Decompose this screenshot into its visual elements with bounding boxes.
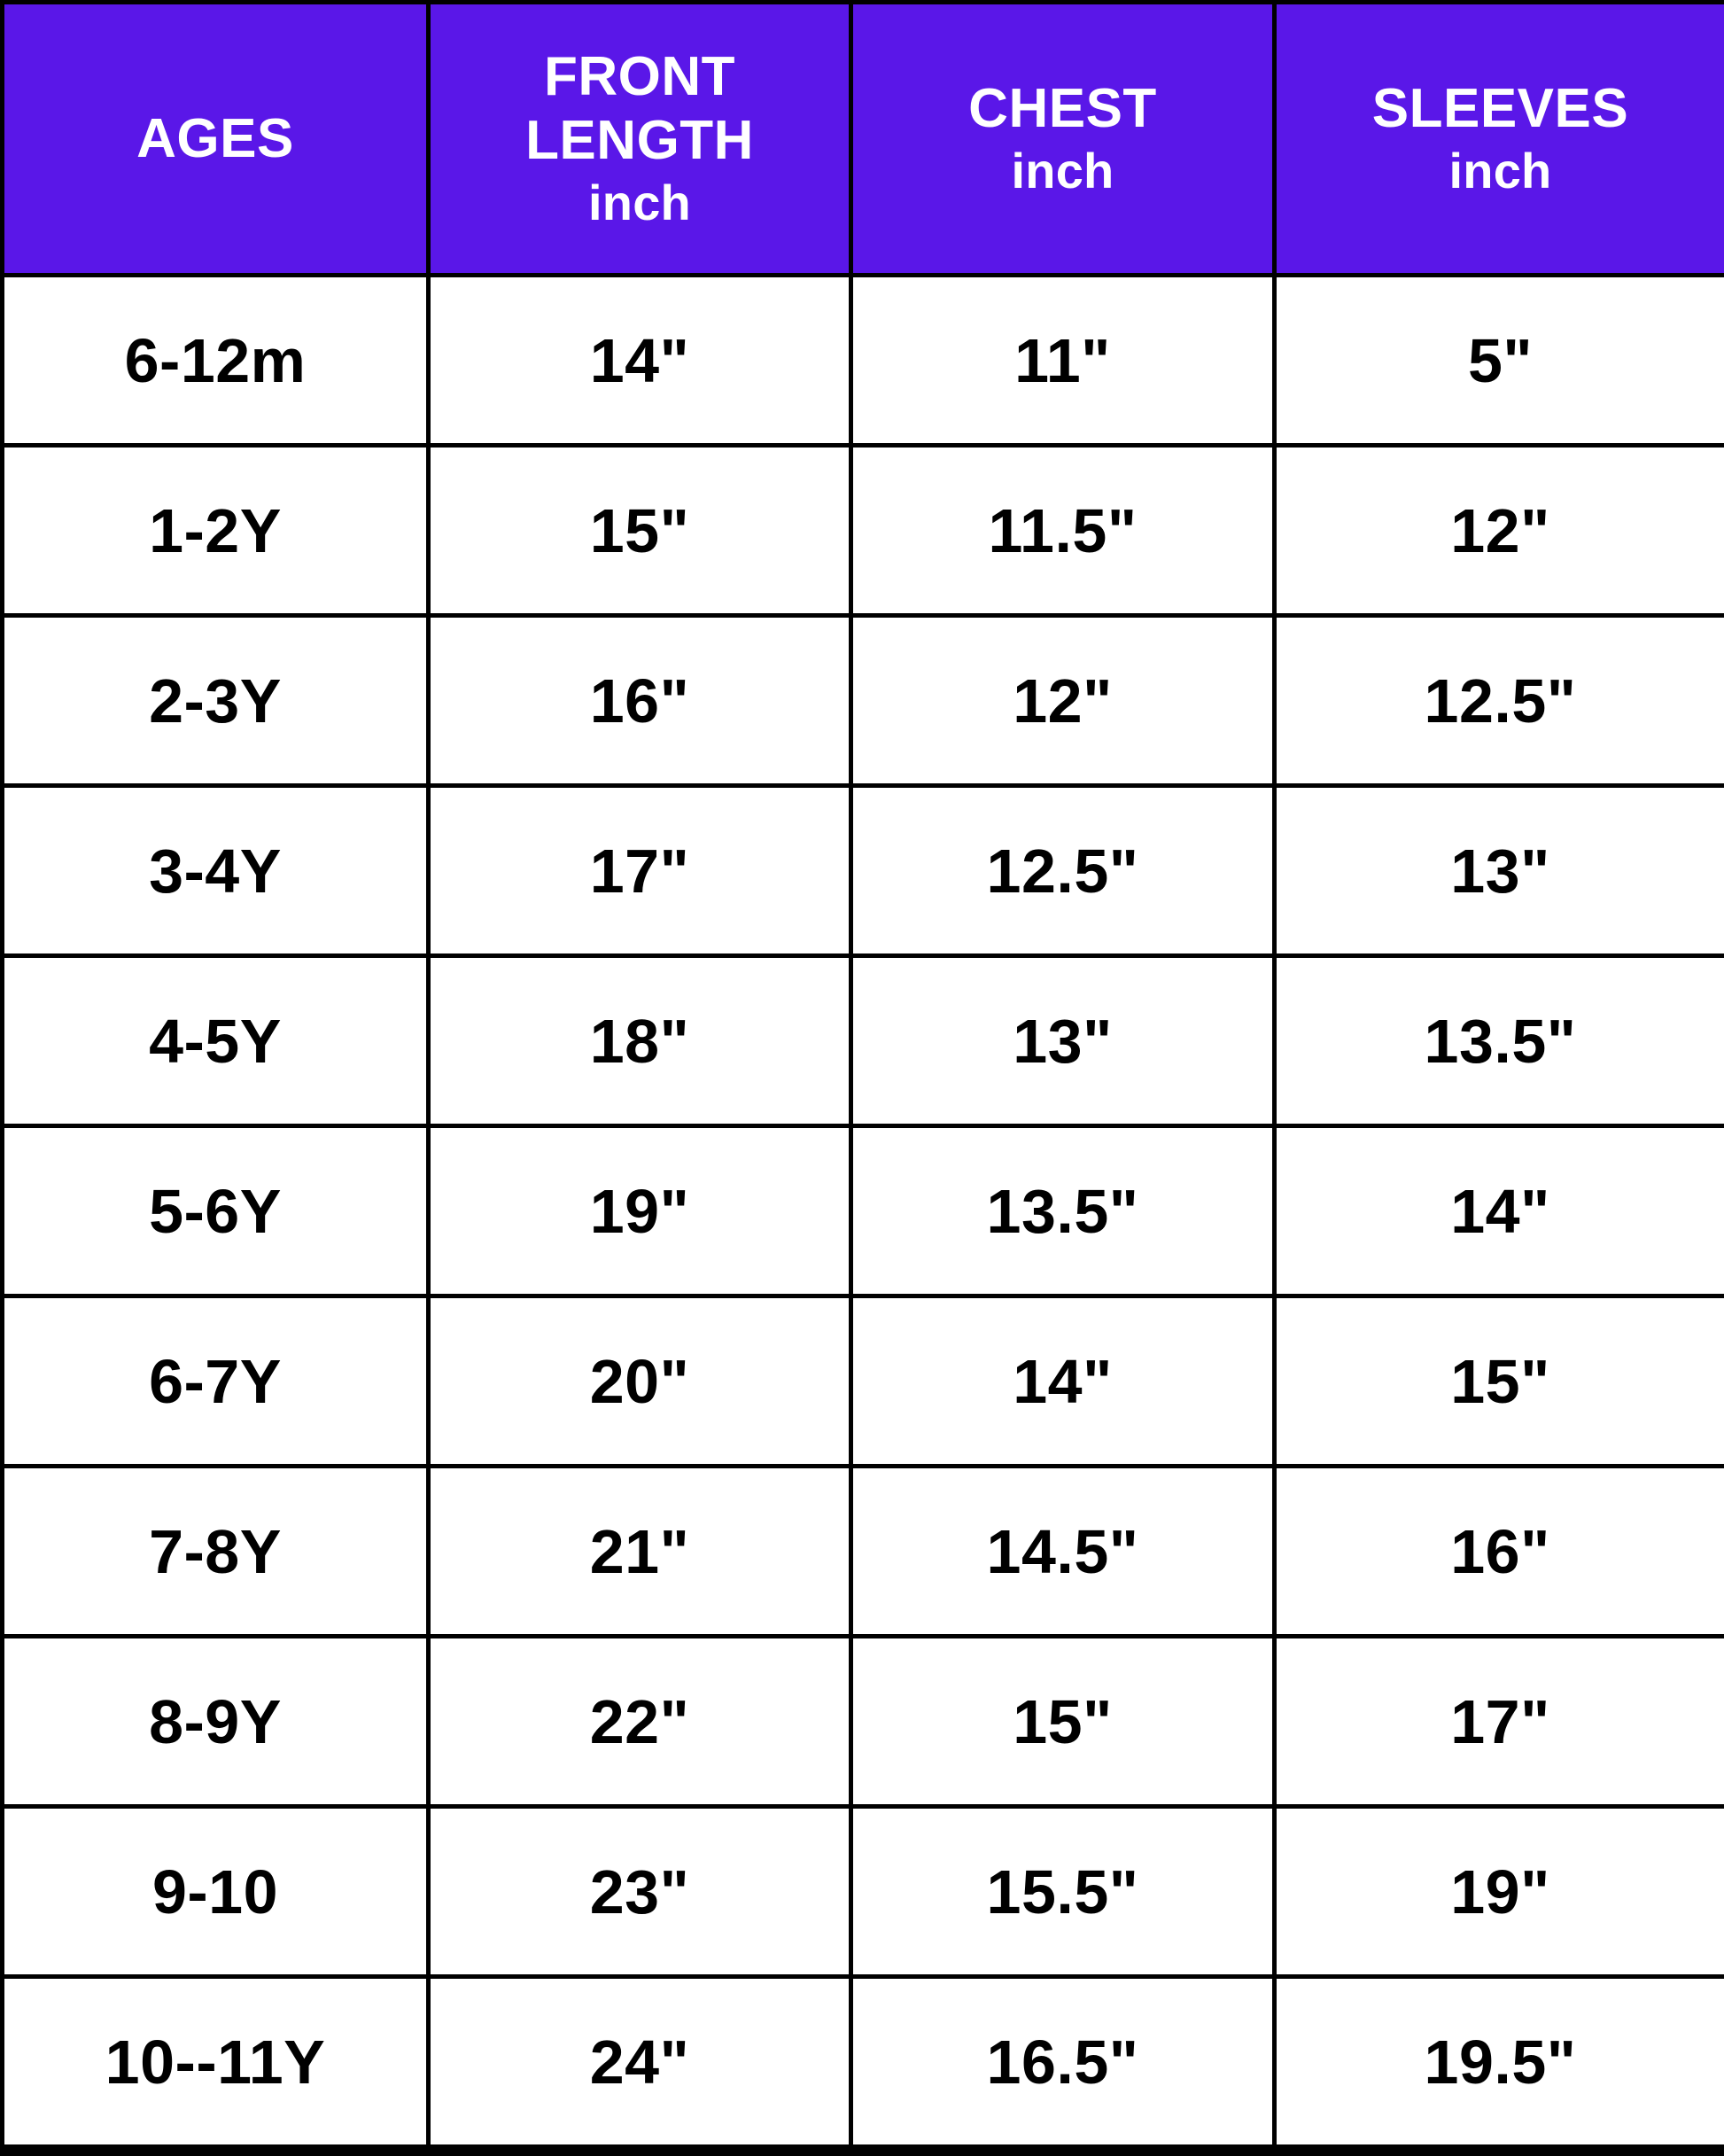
cell-front: 14" — [426, 273, 853, 448]
cell-front: 15" — [426, 443, 853, 618]
cell-sleeves: 19.5" — [1272, 1974, 1724, 2149]
table-row: 1-2Y 15" 11.5" 12" — [0, 443, 1724, 618]
cell-ages: 9-10 — [0, 1804, 431, 1979]
column-header-sleeves[interactable]: SLEEVES inch — [1272, 0, 1724, 277]
cell-ages: 5-6Y — [0, 1124, 431, 1298]
cell-sleeves: 15" — [1272, 1294, 1724, 1468]
cell-ages: 4-5Y — [0, 953, 431, 1128]
column-header-title: FRONT LENGTH — [525, 46, 754, 172]
cell-ages: 8-9Y — [0, 1634, 431, 1809]
cell-ages: 6-7Y — [0, 1294, 431, 1468]
cell-front: 22" — [426, 1634, 853, 1809]
cell-ages: 2-3Y — [0, 613, 431, 788]
table-row: 3-4Y 17" 12.5" 13" — [0, 783, 1724, 958]
cell-front: 21" — [426, 1464, 853, 1638]
cell-ages: 1-2Y — [0, 443, 431, 618]
cell-sleeves: 16" — [1272, 1464, 1724, 1638]
cell-front: 17" — [426, 783, 853, 958]
table-row: 4-5Y 18" 13" 13.5" — [0, 953, 1724, 1128]
column-header-unit: inch — [1011, 142, 1114, 198]
cell-chest: 15.5" — [849, 1804, 1277, 1979]
cell-chest: 11.5" — [849, 443, 1277, 618]
table-header: AGES FRONT LENGTH inch CHEST inch SLEEVES inch — [0, 0, 1724, 277]
column-header-front[interactable]: FRONT LENGTH inch — [426, 0, 853, 277]
table-row: 9-10 23" 15.5" 19" — [0, 1804, 1724, 1979]
table-body: 6-12m 14" 11" 5" 1-2Y 15" 11.5" 12" 2-3Y 16" 12" 12… — [0, 273, 1724, 2149]
cell-ages: 3-4Y — [0, 783, 431, 958]
table-row: 6-7Y 20" 14" 15" — [0, 1294, 1724, 1468]
cell-chest: 15" — [849, 1634, 1277, 1809]
column-header-title: CHEST — [968, 78, 1157, 140]
column-header-inner: AGES — [12, 107, 419, 171]
cell-ages: 10--11Y — [0, 1974, 431, 2149]
cell-chest: 13" — [849, 953, 1277, 1128]
cell-ages: 7-8Y — [0, 1464, 431, 1638]
header-row: AGES FRONT LENGTH inch CHEST inch SLEEVES inch — [0, 0, 1724, 277]
cell-chest: 12" — [849, 613, 1277, 788]
cell-sleeves: 13.5" — [1272, 953, 1724, 1128]
table-row: 2-3Y 16" 12" 12.5" — [0, 613, 1724, 788]
column-header-inner: SLEEVES inch — [1284, 77, 1717, 200]
cell-chest: 14" — [849, 1294, 1277, 1468]
cell-front: 18" — [426, 953, 853, 1128]
table-row: 5-6Y 19" 13.5" 14" — [0, 1124, 1724, 1298]
table-row: 6-12m 14" 11" 5" — [0, 273, 1724, 448]
cell-chest: 16.5" — [849, 1974, 1277, 2149]
cell-sleeves: 17" — [1272, 1634, 1724, 1809]
column-header-unit: inch — [588, 174, 691, 230]
cell-chest: 11" — [849, 273, 1277, 448]
table-row: 10--11Y 24" 16.5" 19.5" — [0, 1974, 1724, 2149]
cell-chest: 14.5" — [849, 1464, 1277, 1638]
cell-chest: 13.5" — [849, 1124, 1277, 1298]
table-row: 8-9Y 22" 15" 17" — [0, 1634, 1724, 1809]
cell-sleeves: 13" — [1272, 783, 1724, 958]
cell-sleeves: 5" — [1272, 273, 1724, 448]
cell-ages: 6-12m — [0, 273, 431, 448]
column-header-title: SLEEVES — [1371, 78, 1629, 140]
cell-front: 20" — [426, 1294, 853, 1468]
cell-sleeves: 12" — [1272, 443, 1724, 618]
column-header-ages[interactable]: AGES — [0, 0, 431, 277]
column-header-chest[interactable]: CHEST inch — [849, 0, 1277, 277]
table-row: 7-8Y 21" 14.5" 16" — [0, 1464, 1724, 1638]
cell-front: 24" — [426, 1974, 853, 2149]
cell-front: 16" — [426, 613, 853, 788]
column-header-inner: CHEST inch — [860, 77, 1265, 200]
cell-sleeves: 12.5" — [1272, 613, 1724, 788]
cell-sleeves: 19" — [1272, 1804, 1724, 1979]
cell-sleeves: 14" — [1272, 1124, 1724, 1298]
cell-front: 23" — [426, 1804, 853, 1979]
cell-front: 19" — [426, 1124, 853, 1298]
cell-chest: 12.5" — [849, 783, 1277, 958]
column-header-unit: inch — [1448, 142, 1552, 198]
column-header-title: AGES — [136, 107, 294, 169]
column-header-inner: FRONT LENGTH inch — [438, 45, 842, 232]
